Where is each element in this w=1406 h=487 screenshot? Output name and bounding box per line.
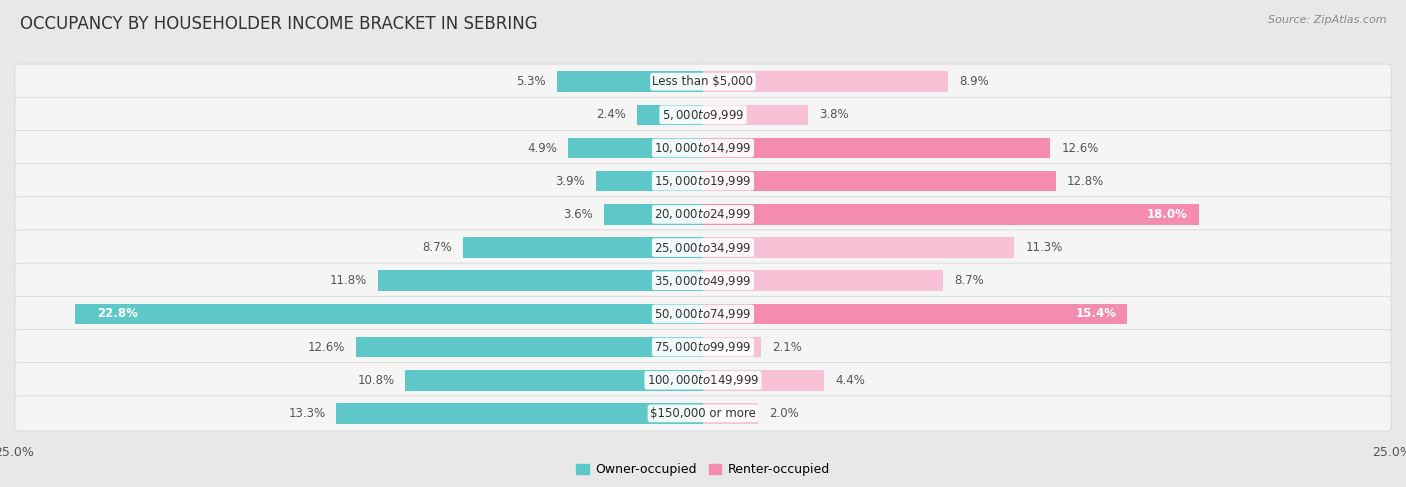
- Bar: [703, 105, 807, 125]
- FancyBboxPatch shape: [15, 230, 1391, 265]
- Text: $50,000 to $74,999: $50,000 to $74,999: [654, 307, 752, 321]
- Text: 13.3%: 13.3%: [288, 407, 325, 420]
- Bar: [405, 370, 703, 391]
- FancyBboxPatch shape: [15, 263, 1391, 299]
- Text: 11.8%: 11.8%: [329, 274, 367, 287]
- Bar: [596, 171, 703, 191]
- FancyBboxPatch shape: [15, 97, 1391, 132]
- Bar: [703, 403, 758, 424]
- Text: 3.6%: 3.6%: [562, 208, 593, 221]
- Bar: [568, 138, 703, 158]
- Text: $150,000 or more: $150,000 or more: [650, 407, 756, 420]
- FancyBboxPatch shape: [15, 164, 1391, 199]
- Text: $35,000 to $49,999: $35,000 to $49,999: [654, 274, 752, 288]
- Text: 2.0%: 2.0%: [769, 407, 799, 420]
- Text: 12.8%: 12.8%: [1067, 175, 1104, 187]
- FancyBboxPatch shape: [15, 330, 1391, 365]
- FancyBboxPatch shape: [15, 131, 1391, 166]
- Bar: [603, 204, 703, 225]
- Text: 18.0%: 18.0%: [1147, 208, 1188, 221]
- Bar: [557, 72, 703, 92]
- Text: 2.4%: 2.4%: [596, 108, 626, 121]
- Text: $20,000 to $24,999: $20,000 to $24,999: [654, 207, 752, 222]
- Text: 4.4%: 4.4%: [835, 374, 865, 387]
- Text: 15.4%: 15.4%: [1076, 307, 1116, 320]
- Text: 22.8%: 22.8%: [97, 307, 138, 320]
- Legend: Owner-occupied, Renter-occupied: Owner-occupied, Renter-occupied: [571, 458, 835, 482]
- Text: 3.9%: 3.9%: [555, 175, 585, 187]
- Text: $5,000 to $9,999: $5,000 to $9,999: [662, 108, 744, 122]
- Text: 8.7%: 8.7%: [953, 274, 984, 287]
- Text: 5.3%: 5.3%: [516, 75, 546, 88]
- Bar: [703, 72, 948, 92]
- Bar: [703, 237, 1014, 258]
- Bar: [703, 171, 1056, 191]
- Text: $75,000 to $99,999: $75,000 to $99,999: [654, 340, 752, 354]
- Text: 2.1%: 2.1%: [772, 340, 801, 354]
- Bar: [637, 105, 703, 125]
- Bar: [703, 204, 1199, 225]
- FancyBboxPatch shape: [15, 197, 1391, 232]
- FancyBboxPatch shape: [15, 396, 1391, 431]
- Bar: [703, 337, 761, 357]
- Bar: [378, 270, 703, 291]
- Bar: [356, 337, 703, 357]
- Text: Less than $5,000: Less than $5,000: [652, 75, 754, 88]
- Bar: [703, 370, 824, 391]
- Text: OCCUPANCY BY HOUSEHOLDER INCOME BRACKET IN SEBRING: OCCUPANCY BY HOUSEHOLDER INCOME BRACKET …: [20, 15, 537, 33]
- Text: 11.3%: 11.3%: [1025, 241, 1063, 254]
- Text: 8.7%: 8.7%: [422, 241, 453, 254]
- Bar: [703, 303, 1128, 324]
- Text: 12.6%: 12.6%: [308, 340, 344, 354]
- Text: $100,000 to $149,999: $100,000 to $149,999: [647, 373, 759, 387]
- Text: 4.9%: 4.9%: [527, 142, 557, 154]
- Bar: [75, 303, 703, 324]
- Bar: [703, 270, 943, 291]
- Text: 8.9%: 8.9%: [959, 75, 988, 88]
- FancyBboxPatch shape: [15, 363, 1391, 398]
- Bar: [463, 237, 703, 258]
- Text: $10,000 to $14,999: $10,000 to $14,999: [654, 141, 752, 155]
- Text: Source: ZipAtlas.com: Source: ZipAtlas.com: [1268, 15, 1386, 25]
- Bar: [336, 403, 703, 424]
- FancyBboxPatch shape: [15, 64, 1391, 99]
- Text: 12.6%: 12.6%: [1062, 142, 1098, 154]
- FancyBboxPatch shape: [15, 296, 1391, 332]
- Bar: [703, 138, 1050, 158]
- Text: 10.8%: 10.8%: [357, 374, 394, 387]
- Text: $25,000 to $34,999: $25,000 to $34,999: [654, 241, 752, 255]
- Text: 3.8%: 3.8%: [818, 108, 848, 121]
- Text: $15,000 to $19,999: $15,000 to $19,999: [654, 174, 752, 188]
